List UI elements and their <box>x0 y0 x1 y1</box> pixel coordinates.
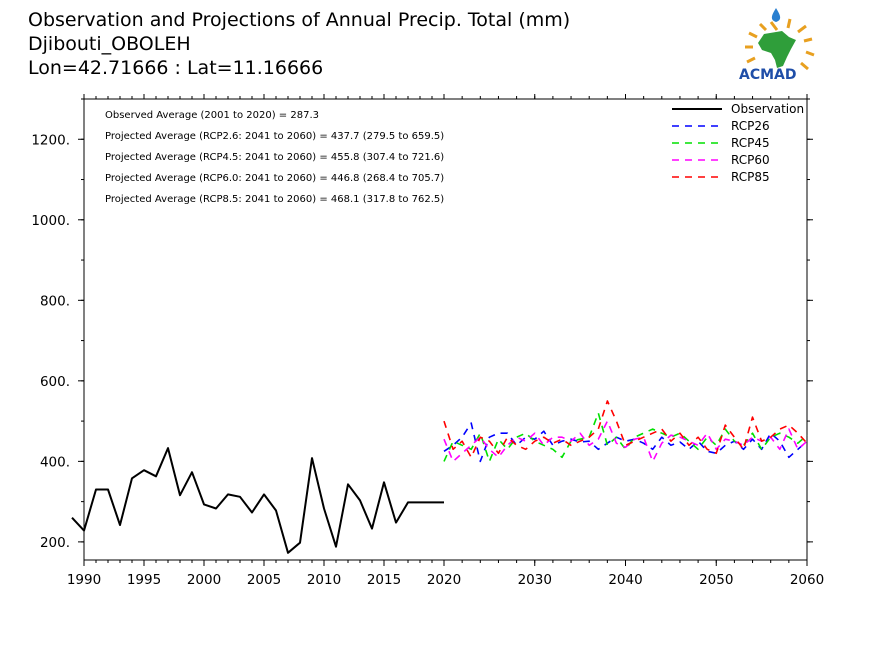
x-tick-label: 2050 <box>699 572 733 588</box>
acmad-logo: ACMAD <box>739 8 815 83</box>
plot-border <box>83 98 808 561</box>
axis-ticks <box>78 94 813 566</box>
series-line-rcp45 <box>443 412 808 463</box>
series-line-observation <box>71 447 444 554</box>
series-line-rcp60 <box>443 420 808 463</box>
plot-area <box>83 98 808 561</box>
y-tick-label: 400. <box>40 454 70 470</box>
series-lines <box>71 400 808 554</box>
statistics-annotations: Observed Average (2001 to 2020) = 287.3 … <box>105 110 444 205</box>
legend-label-observation: Observation <box>731 102 804 116</box>
observed-average-text: Observed Average (2001 to 2020) = 287.3 <box>105 110 319 121</box>
station-coordinates: Lon=42.71666 : Lat=11.16666 <box>28 57 323 79</box>
rcp45-average-text: Projected Average (RCP4.5: 2041 to 2060)… <box>105 152 444 163</box>
y-axis-labels: 200. 400. 600. 800. 1000. 1200. <box>31 132 70 551</box>
legend-label-rcp45: RCP45 <box>731 136 770 150</box>
logo-text: ACMAD <box>739 67 797 83</box>
rcp60-average-text: Projected Average (RCP6.0: 2041 to 2060)… <box>105 173 444 184</box>
y-tick-label: 800. <box>40 293 70 309</box>
legend-label-rcp26: RCP26 <box>731 119 770 133</box>
legend-label-rcp60: RCP60 <box>731 153 770 167</box>
x-tick-label: 2040 <box>608 572 642 588</box>
x-tick-label: 1990 <box>67 572 101 588</box>
y-tick-label: 600. <box>40 374 70 390</box>
y-tick-label: 1200. <box>31 132 70 148</box>
x-tick-label: 1995 <box>127 572 161 588</box>
legend: Observation RCP26 RCP45 RCP60 RCP85 <box>672 102 804 184</box>
africa-map-icon <box>758 31 796 68</box>
series-line-rcp85 <box>443 400 808 459</box>
raindrop-icon <box>771 8 781 22</box>
sun-rays-icon <box>745 18 815 71</box>
rcp85-average-text: Projected Average (RCP8.5: 2041 to 2060)… <box>105 194 444 205</box>
x-tick-label: 2060 <box>790 572 824 588</box>
y-tick-label: 200. <box>40 535 70 551</box>
x-axis-labels: 1990 1995 2000 2005 2010 2015 2020 2030 2040 2050… <box>67 572 824 588</box>
x-tick-label: 2030 <box>518 572 552 588</box>
x-tick-label: 2000 <box>187 572 221 588</box>
x-tick-label: 2010 <box>307 572 341 588</box>
legend-label-rcp85: RCP85 <box>731 170 770 184</box>
chart-title: Observation and Projections of Annual Pr… <box>28 9 570 31</box>
series-line-rcp26 <box>443 422 808 463</box>
x-tick-label: 2015 <box>367 572 401 588</box>
x-tick-label: 2005 <box>247 572 281 588</box>
station-name: Djibouti_OBOLEH <box>28 33 191 55</box>
x-tick-label: 2020 <box>427 572 461 588</box>
rcp26-average-text: Projected Average (RCP2.6: 2041 to 2060)… <box>105 131 444 142</box>
y-tick-label: 1000. <box>31 213 70 229</box>
